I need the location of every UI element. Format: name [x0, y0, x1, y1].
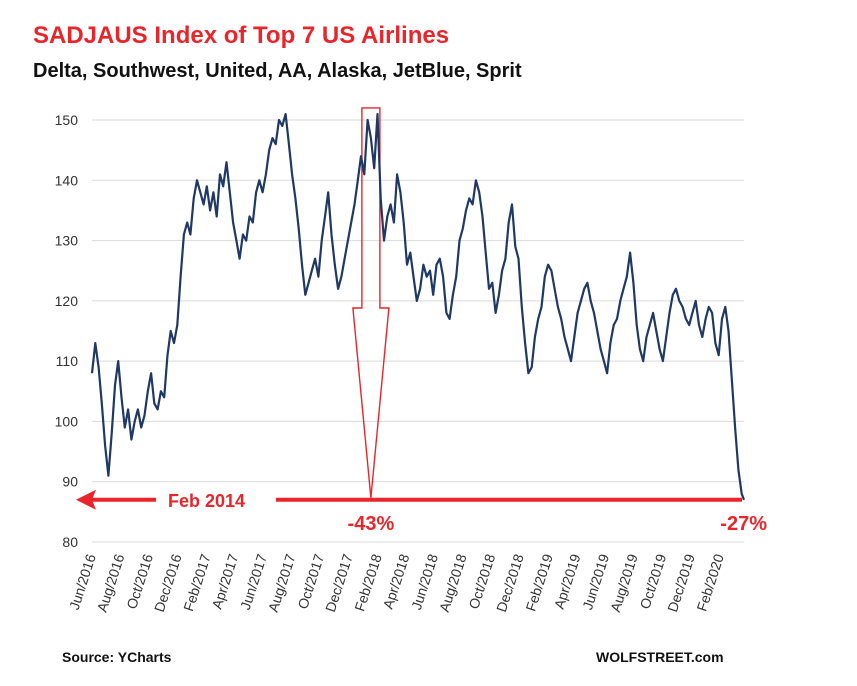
feb-2014-label-background	[156, 486, 276, 513]
y-tick-label: 150	[55, 112, 79, 128]
drop-percent-label: -43%	[348, 513, 395, 535]
y-tick-label: 90	[62, 474, 78, 490]
x-tick-label: Aug/2018	[436, 552, 470, 614]
y-tick-label: 80	[62, 534, 78, 550]
y-tick-label: 120	[55, 293, 79, 309]
x-tick-label: Dec/2018	[493, 552, 527, 614]
down-arrow-outline	[352, 107, 390, 498]
x-tick-label: Apr/2018	[380, 552, 413, 611]
gridlines	[92, 119, 744, 543]
x-tick-label: Oct/2017	[294, 552, 327, 611]
y-tick-label: 130	[55, 233, 79, 249]
x-tick-label: Aug/2017	[265, 552, 299, 614]
x-tick-label: Jun/2019	[579, 552, 612, 612]
x-tick-label: Dec/2016	[151, 552, 185, 614]
end-percent-label: -27%	[720, 513, 767, 535]
annotations: Feb 2014 -43% -27%	[76, 107, 767, 535]
x-tick-label: Apr/2017	[209, 552, 242, 611]
x-tick-label: Apr/2019	[551, 552, 584, 611]
x-tick-label: Jun/2018	[408, 552, 441, 612]
credit-note: WOLFSTREET.com	[596, 649, 724, 665]
x-tick-label: Oct/2019	[637, 552, 670, 611]
x-tick-label: Dec/2019	[664, 552, 698, 614]
x-tick-label: Oct/2016	[123, 552, 156, 611]
left-arrowhead	[76, 489, 96, 510]
feb-2014-label: Feb 2014	[168, 491, 245, 511]
source-note: Source: YCharts	[62, 649, 172, 665]
x-tick-label: Feb/2020	[693, 552, 727, 613]
x-tick-label: Jun/2017	[237, 552, 270, 612]
y-tick-label: 100	[55, 413, 79, 429]
x-tick-label: Aug/2019	[607, 552, 641, 614]
chart-subtitle: Delta, Southwest, United, AA, Alaska, Je…	[33, 60, 522, 82]
x-tick-label: Aug/2016	[94, 552, 128, 614]
y-tick-label: 140	[55, 172, 79, 188]
y-axis-tick-labels: 80 90 100 110 120 130 140 150	[55, 112, 79, 550]
chart-title: SADJAUS Index of Top 7 US Airlines	[33, 22, 450, 49]
y-tick-label: 110	[56, 353, 79, 369]
x-tick-label: Oct/2018	[465, 552, 498, 611]
x-tick-label: Dec/2017	[322, 552, 356, 614]
series-line-sadjaus-index	[90, 112, 746, 501]
x-axis-tick-labels: Jun/2016Aug/2016Oct/2016Dec/2016Feb/2017…	[66, 552, 727, 614]
x-tick-label: Jun/2016	[66, 552, 99, 612]
